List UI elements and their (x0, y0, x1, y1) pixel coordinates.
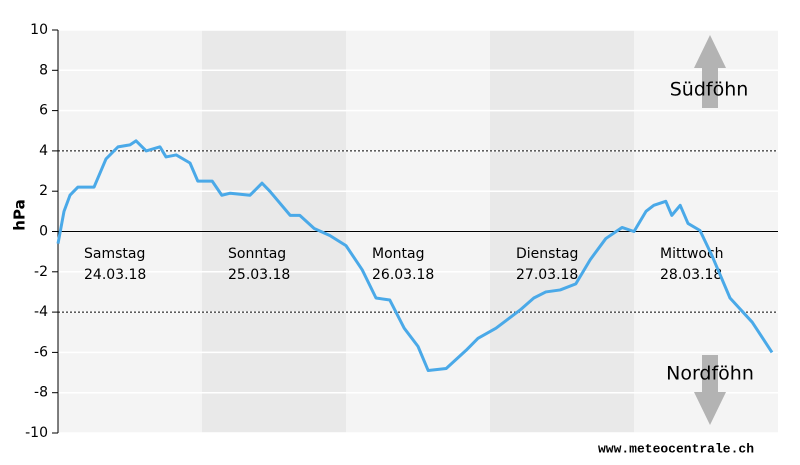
y-axis-label: hPa (11, 199, 29, 230)
day-date: 26.03.18 (372, 267, 434, 283)
day-date: 27.03.18 (516, 267, 578, 283)
day-date: 28.03.18 (660, 267, 722, 283)
y-tick-label: 8 (39, 62, 48, 78)
day-name: Samstag (84, 246, 145, 262)
day-name: Dienstag (516, 246, 578, 262)
y-tick-label: -6 (34, 344, 48, 360)
day-date: 24.03.18 (84, 267, 146, 283)
y-tick-label: 4 (39, 143, 48, 159)
y-tick-label: -8 (34, 385, 48, 401)
y-tick-label: 10 (30, 22, 48, 38)
y-tick-label: 6 (39, 103, 48, 119)
nordfoehn-label: Nordföhn (666, 363, 754, 385)
day-name: Montag (372, 246, 424, 262)
y-tick-label: 0 (39, 224, 48, 240)
y-tick-label: 2 (39, 183, 48, 199)
sudfoehn-label: Südföhn (670, 79, 749, 101)
y-tick-label: -10 (25, 425, 48, 441)
source: www.meteocentrale.ch (598, 441, 754, 456)
line-series (56, 139, 774, 373)
up-arrow (694, 35, 726, 108)
down-arrow (694, 355, 726, 425)
day-name: Sonntag (228, 246, 286, 262)
y-tick-label: -2 (34, 264, 48, 280)
day-date: 25.03.18 (228, 267, 290, 283)
y-tick-label: -4 (34, 304, 48, 320)
